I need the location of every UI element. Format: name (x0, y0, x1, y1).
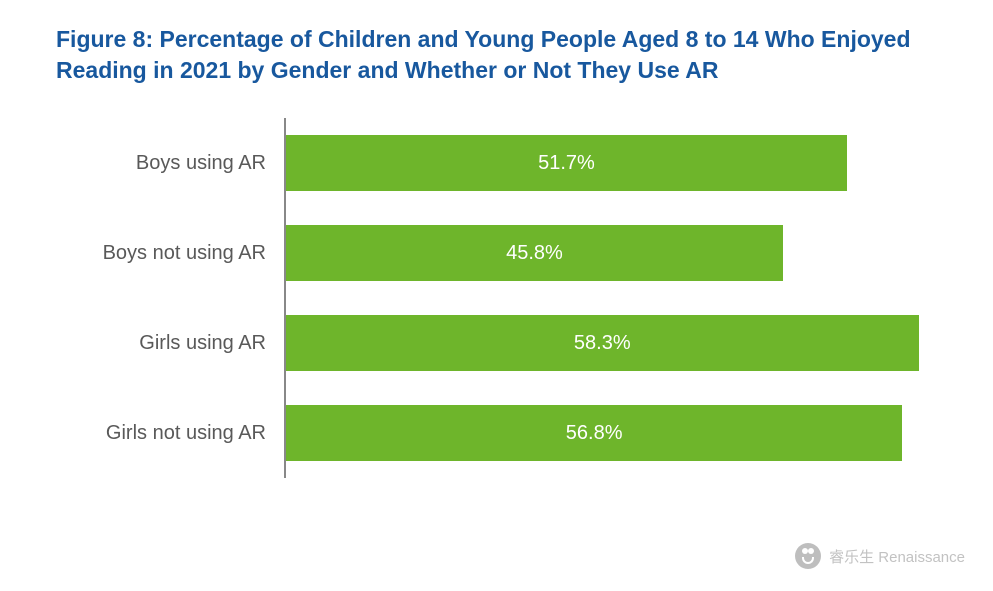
bar-label: Boys using AR (56, 152, 284, 175)
chart-area: Boys using AR 51.7% Boys not using AR 45… (56, 118, 937, 478)
bar-row: Girls not using AR 56.8% (56, 388, 937, 478)
bar-track: 58.3% (284, 298, 937, 388)
bar-row: Boys using AR 51.7% (56, 118, 937, 208)
bar-track: 56.8% (284, 388, 937, 478)
bar-track: 45.8% (284, 208, 937, 298)
bar: 51.7% (286, 135, 847, 191)
bar-value: 58.3% (574, 332, 631, 355)
chart-container: Figure 8: Percentage of Children and You… (0, 0, 993, 518)
bar-value: 56.8% (566, 422, 623, 445)
bar-row: Girls using AR 58.3% (56, 298, 937, 388)
bar-row: Boys not using AR 45.8% (56, 208, 937, 298)
bar-label: Boys not using AR (56, 242, 284, 265)
bar-label: Girls not using AR (56, 422, 284, 445)
bar-value: 51.7% (538, 152, 595, 175)
bar: 56.8% (286, 405, 902, 461)
wechat-icon (795, 543, 821, 569)
watermark: 睿乐生 Renaissance (795, 543, 965, 569)
bar-track: 51.7% (284, 118, 937, 208)
chart-title: Figure 8: Percentage of Children and You… (56, 24, 937, 86)
watermark-text: 睿乐生 Renaissance (829, 546, 965, 567)
bar-label: Girls using AR (56, 332, 284, 355)
bar: 58.3% (286, 315, 919, 371)
bar-value: 45.8% (506, 242, 563, 265)
bar: 45.8% (286, 225, 783, 281)
